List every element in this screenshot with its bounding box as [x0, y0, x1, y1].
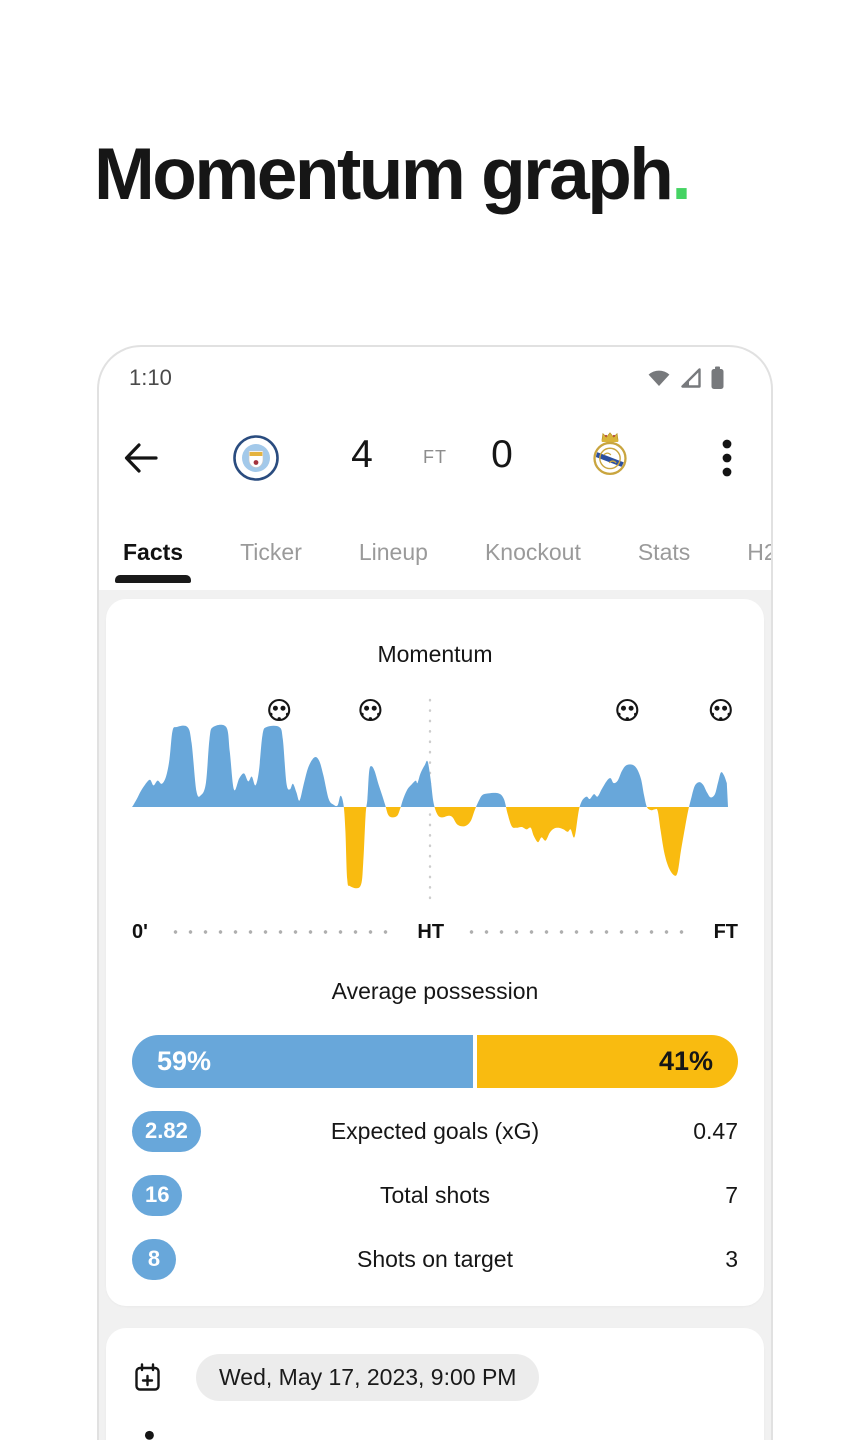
tab-ticker[interactable]: Ticker [234, 515, 308, 572]
attendance-value: 52,313 [196, 1423, 266, 1440]
stat-label: Expected goals (xG) [330, 1117, 540, 1144]
axis-dotted-line [464, 930, 694, 934]
kebab-menu-icon [722, 439, 732, 477]
axis-label-fulltime: FT [713, 920, 738, 943]
status-time: 1:10 [129, 365, 172, 390]
momentum-chart [132, 698, 732, 908]
home-score: 4 [351, 433, 373, 476]
cellular-signal-icon [681, 368, 701, 388]
match-status: FT [423, 447, 447, 467]
possession-title: Average possession [331, 978, 539, 1004]
page-title-accent-period: . [671, 134, 691, 215]
attendance-person-icon [144, 1430, 154, 1440]
away-stat-value: 0.47 [693, 1117, 738, 1144]
home-stat-pill: 8 [132, 1238, 176, 1280]
back-button[interactable] [121, 438, 161, 478]
tab-stats[interactable]: Stats [632, 515, 696, 572]
phone-frame: 1:10 4 FT 0 [97, 345, 773, 1440]
facts-content: Momentum [99, 590, 771, 1440]
goal-ball-icon [616, 698, 639, 722]
axis-label-halftime: HT [417, 920, 445, 943]
axis-dotted-line [167, 930, 398, 934]
goal-ball-icon [359, 698, 382, 722]
goal-ball-icon [709, 698, 732, 722]
tab-knockout[interactable]: Knockout [479, 515, 587, 572]
back-arrow-icon [124, 443, 158, 473]
home-team-crest-manchester-city [233, 435, 279, 481]
stat-row-shots-on-target: 8 Shots on target 3 [106, 1238, 764, 1280]
away-stat-value: 3 [725, 1245, 738, 1272]
status-bar: 1:10 [99, 347, 771, 391]
match-tab-bar: Facts Ticker Lineup Knockout Stats H2H [99, 515, 771, 590]
away-score: 0 [491, 433, 513, 476]
possession-bar: 59% 41% [132, 1035, 738, 1088]
momentum-title: Momentum [377, 641, 493, 667]
page-title-text: Momentum graph [94, 134, 674, 215]
attendance-row: 52,313 [132, 1423, 738, 1440]
away-stat-value: 7 [725, 1181, 738, 1208]
momentum-card: Momentum [106, 599, 764, 1306]
match-info-card: Wed, May 17, 2023, 9:00 PM 52,313 [106, 1328, 764, 1440]
kickoff-datetime-row: Wed, May 17, 2023, 9:00 PM [132, 1354, 738, 1401]
stat-row-expected-goals: 2.82 Expected goals (xG) 0.47 [106, 1110, 764, 1152]
page-title: Momentum graph. [94, 138, 692, 211]
more-options-button[interactable] [707, 437, 747, 479]
status-icons [646, 365, 725, 391]
calendar-icon [134, 1363, 160, 1391]
possession-away-segment: 41% [476, 1035, 738, 1088]
match-header: 4 FT 0 [99, 425, 771, 491]
stat-label: Shots on target [357, 1245, 513, 1272]
wifi-icon [648, 370, 670, 386]
tab-facts[interactable]: Facts [114, 515, 192, 583]
away-team-crest-real-madrid [593, 432, 627, 476]
kickoff-datetime: Wed, May 17, 2023, 9:00 PM [196, 1354, 540, 1401]
away-momentum-area [132, 807, 728, 889]
tab-h2h[interactable]: H2H [741, 515, 771, 572]
tab-lineup[interactable]: Lineup [353, 515, 434, 572]
possession-home-segment: 59% [132, 1035, 473, 1088]
momentum-x-axis: 0' HT FT [106, 920, 764, 944]
stat-label: Total shots [380, 1181, 490, 1208]
axis-label-start: 0' [132, 920, 148, 943]
battery-icon [711, 366, 724, 389]
home-stat-pill: 16 [132, 1174, 183, 1216]
stat-row-total-shots: 16 Total shots 7 [106, 1174, 764, 1216]
goal-ball-icon [268, 698, 291, 722]
home-momentum-area [132, 724, 728, 807]
home-stat-pill: 2.82 [132, 1110, 201, 1152]
